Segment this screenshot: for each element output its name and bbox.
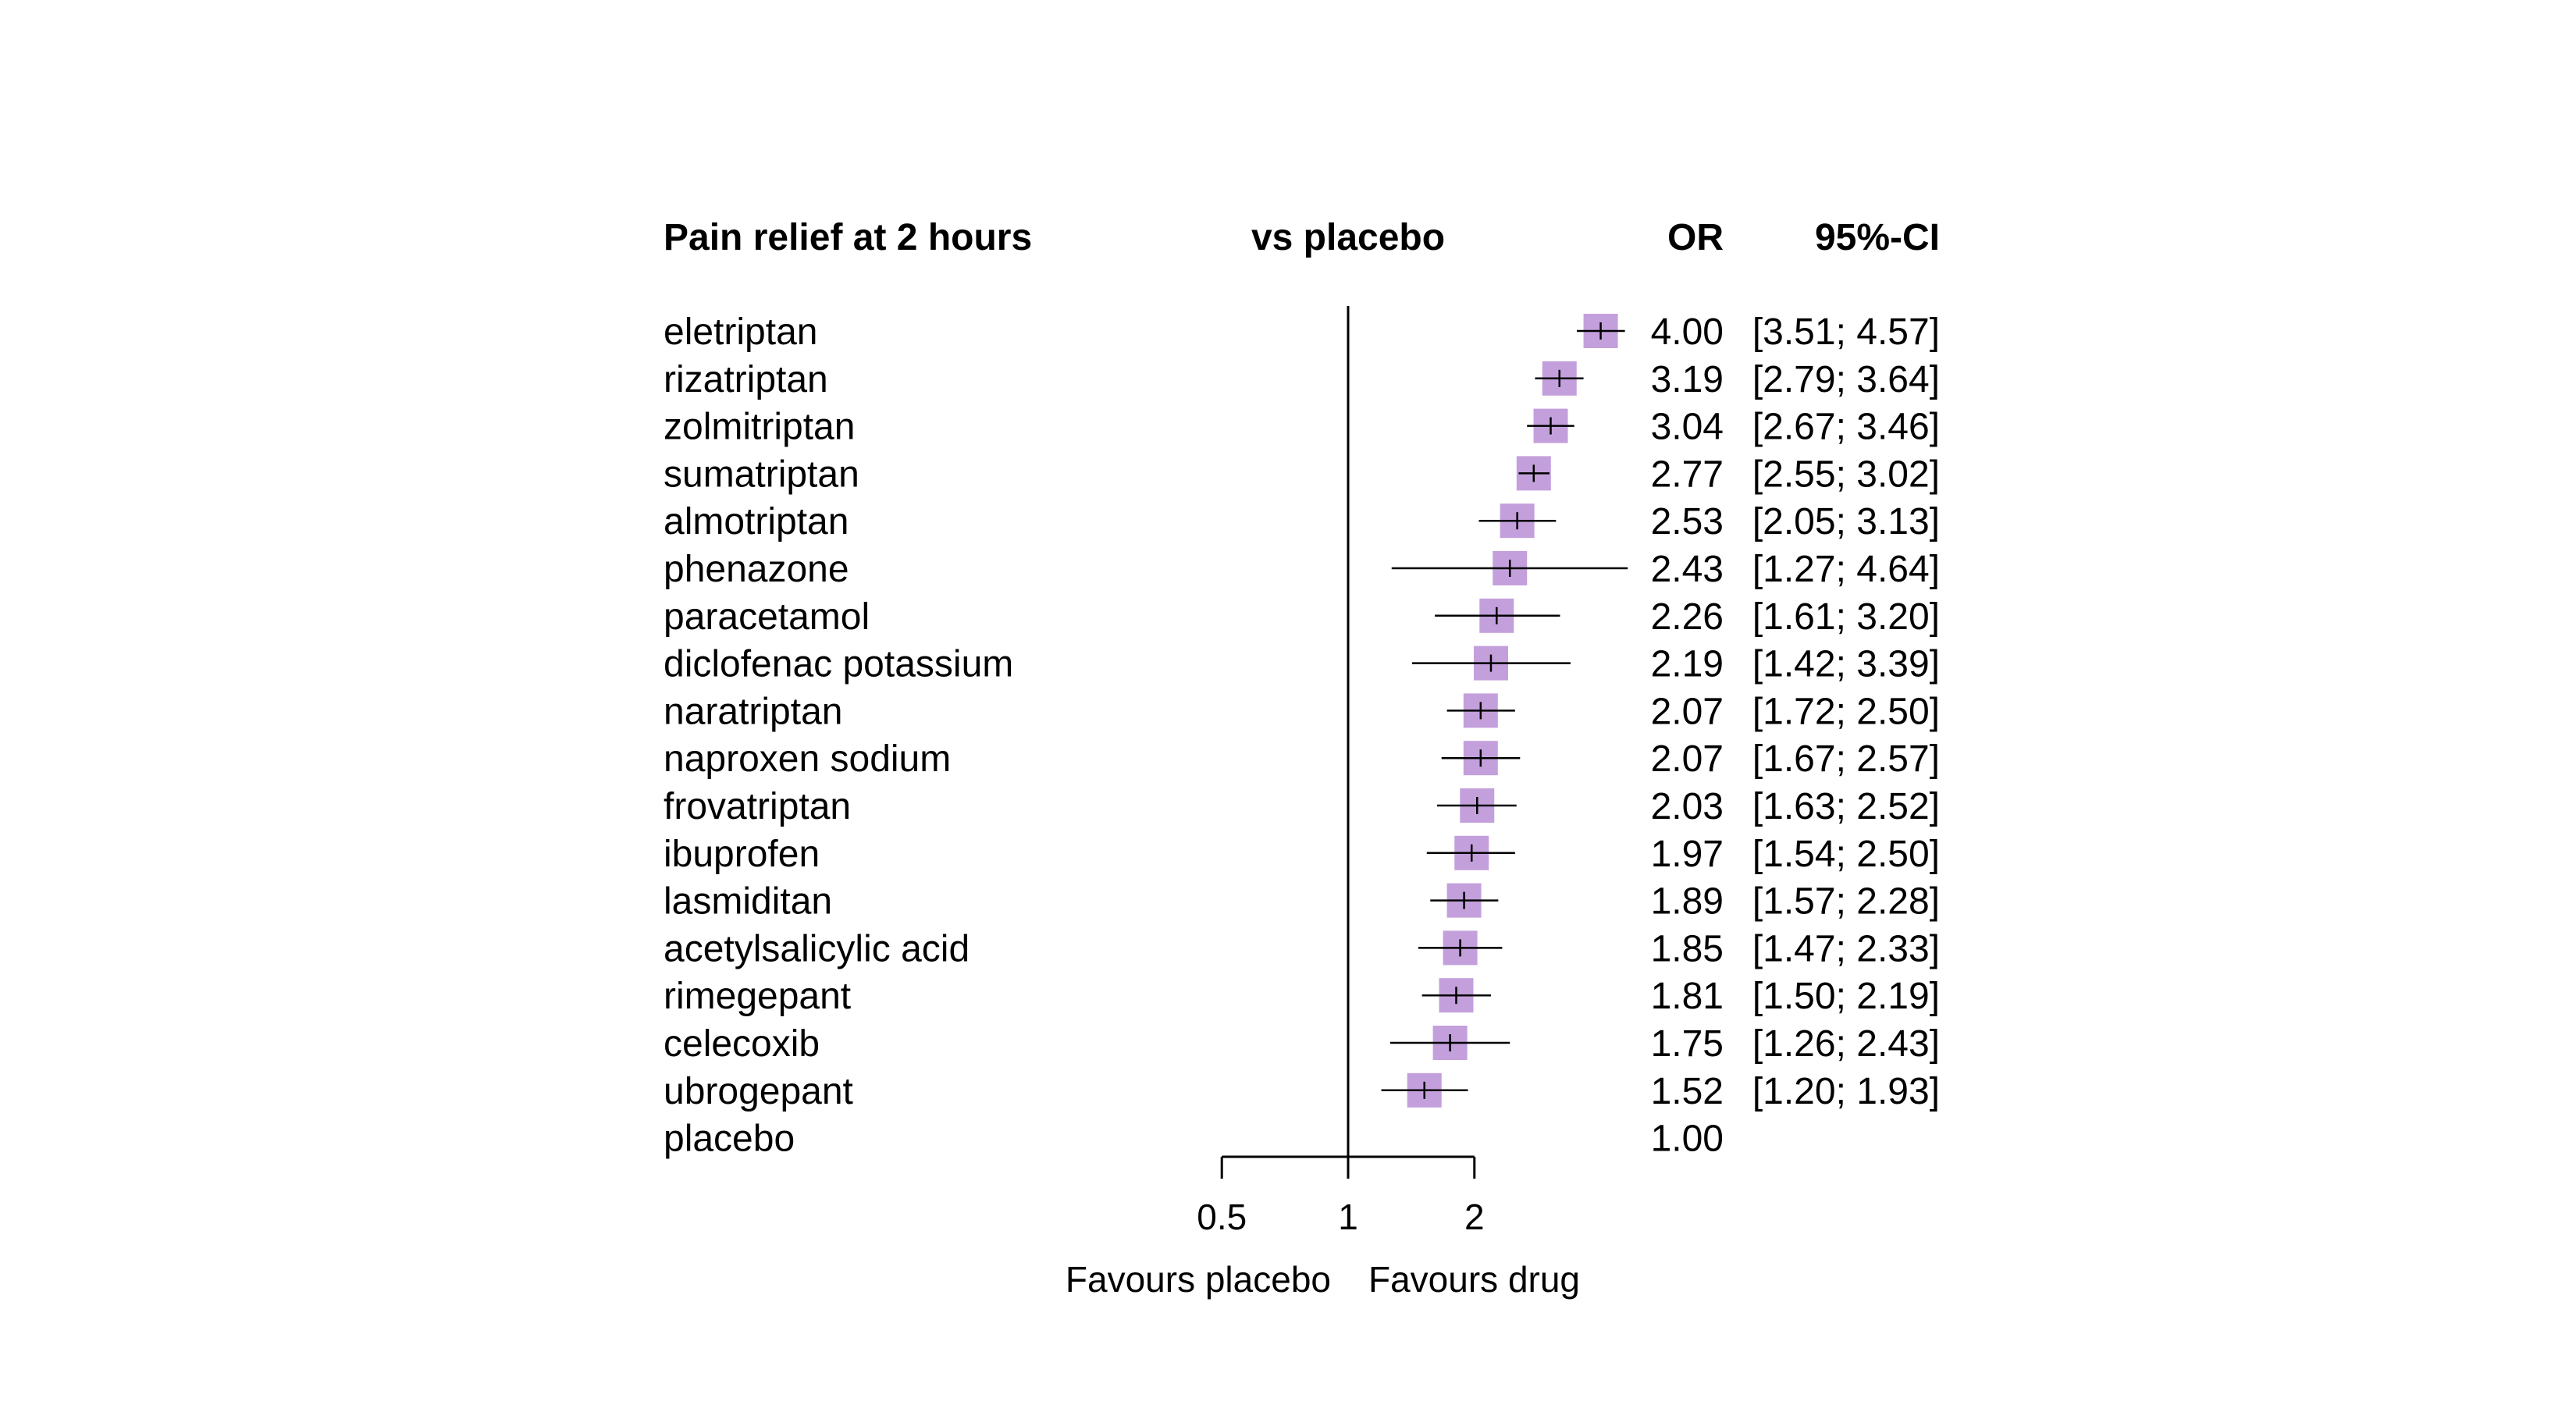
treatment-name: diclofenac potassium bbox=[664, 644, 1013, 685]
ci-value: [1.54; 2.50] bbox=[1752, 834, 1940, 875]
or-value: 1.52 bbox=[1651, 1071, 1724, 1112]
or-value: 2.53 bbox=[1651, 501, 1724, 542]
ci-value: [2.55; 3.02] bbox=[1752, 454, 1940, 495]
treatment-row: eletriptan 4.00 [3.51; 4.57] bbox=[664, 311, 1940, 353]
column-headers: Pain relief at 2 hours vs placebo OR 95%… bbox=[664, 217, 1940, 258]
ci-value: [2.05; 3.13] bbox=[1752, 501, 1940, 542]
treatment-row: placebo 1.00 bbox=[664, 1119, 1724, 1160]
treatment-row: rimegepant 1.81 [1.50; 2.19] bbox=[664, 976, 1940, 1017]
or-value: 4.00 bbox=[1651, 311, 1724, 353]
treatment-name: naratriptan bbox=[664, 691, 842, 732]
treatment-row: frovatriptan 2.03 [1.63; 2.52] bbox=[664, 786, 1940, 827]
treatment-name: placebo bbox=[664, 1119, 795, 1160]
or-value: 2.07 bbox=[1651, 738, 1724, 780]
treatment-name: eletriptan bbox=[664, 311, 817, 353]
treatment-name: celecoxib bbox=[664, 1023, 820, 1065]
ci-value: [1.26; 2.43] bbox=[1752, 1023, 1940, 1065]
or-value: 1.89 bbox=[1651, 881, 1724, 923]
or-value: 1.00 bbox=[1651, 1119, 1724, 1160]
ci-value: [1.57; 2.28] bbox=[1752, 881, 1940, 923]
treatment-name: frovatriptan bbox=[664, 786, 851, 827]
treatment-name: paracetamol bbox=[664, 596, 870, 638]
treatment-row: phenazone 2.43 [1.27; 4.64] bbox=[664, 549, 1940, 590]
or-value: 1.81 bbox=[1651, 976, 1724, 1017]
treatment-row: zolmitriptan 3.04 [2.67; 3.46] bbox=[664, 407, 1940, 448]
ci-value: [1.63; 2.52] bbox=[1752, 786, 1940, 827]
treatment-name: rimegepant bbox=[664, 976, 851, 1017]
treatment-row: celecoxib 1.75 [1.26; 2.43] bbox=[664, 1023, 1940, 1065]
treatment-name: lasmiditan bbox=[664, 881, 832, 923]
or-value: 1.97 bbox=[1651, 834, 1724, 875]
header-outcome: Pain relief at 2 hours bbox=[664, 217, 1032, 258]
ci-value: [1.20; 1.93] bbox=[1752, 1071, 1940, 1112]
treatment-name: phenazone bbox=[664, 549, 849, 590]
treatment-name: sumatriptan bbox=[664, 454, 859, 495]
ci-value: [3.51; 4.57] bbox=[1752, 311, 1940, 353]
ci-value: [1.50; 2.19] bbox=[1752, 976, 1940, 1017]
ci-value: [1.42; 3.39] bbox=[1752, 644, 1940, 685]
treatment-row: lasmiditan 1.89 [1.57; 2.28] bbox=[664, 881, 1940, 923]
or-value: 3.19 bbox=[1651, 359, 1724, 400]
ci-value: [1.67; 2.57] bbox=[1752, 738, 1940, 780]
treatment-name: ibuprofen bbox=[664, 834, 820, 875]
tick-label: 2 bbox=[1464, 1197, 1485, 1237]
or-value: 2.03 bbox=[1651, 786, 1724, 827]
or-value: 2.19 bbox=[1651, 644, 1724, 685]
treatment-row: rizatriptan 3.19 [2.79; 3.64] bbox=[664, 359, 1940, 400]
or-value: 2.43 bbox=[1651, 549, 1724, 590]
treatment-name: acetylsalicylic acid bbox=[664, 928, 970, 969]
tick-label: 1 bbox=[1338, 1197, 1358, 1237]
or-value: 2.77 bbox=[1651, 454, 1724, 495]
treatment-row: naproxen sodium 2.07 [1.67; 2.57] bbox=[664, 738, 1940, 780]
treatment-row: sumatriptan 2.77 [2.55; 3.02] bbox=[664, 454, 1940, 495]
treatment-name: almotriptan bbox=[664, 501, 849, 542]
treatment-name: naproxen sodium bbox=[664, 738, 951, 780]
treatment-row: ubrogepant 1.52 [1.20; 1.93] bbox=[664, 1071, 1940, 1112]
or-value: 2.07 bbox=[1651, 691, 1724, 732]
ci-value: [2.79; 3.64] bbox=[1752, 359, 1940, 400]
favours-drug-label: Favours drug bbox=[1368, 1259, 1580, 1300]
ci-value: [1.72; 2.50] bbox=[1752, 691, 1940, 732]
x-axis: 0.5 1 2 bbox=[1197, 1155, 1485, 1237]
treatment-name: ubrogepant bbox=[664, 1071, 853, 1112]
header-or: OR bbox=[1667, 217, 1724, 258]
or-value: 2.26 bbox=[1651, 596, 1724, 638]
or-value: 3.04 bbox=[1651, 407, 1724, 448]
tick-label: 0.5 bbox=[1197, 1197, 1247, 1237]
treatment-name: zolmitriptan bbox=[664, 407, 855, 448]
header-comparison: vs placebo bbox=[1251, 217, 1445, 258]
favours-placebo-label: Favours placebo bbox=[1066, 1259, 1331, 1300]
or-value: 1.75 bbox=[1651, 1023, 1724, 1065]
ci-value: [1.27; 4.64] bbox=[1752, 549, 1940, 590]
treatment-row: acetylsalicylic acid 1.85 [1.47; 2.33] bbox=[664, 928, 1940, 969]
header-ci: 95%-CI bbox=[1815, 217, 1940, 258]
treatment-row: diclofenac potassium 2.19 [1.42; 3.39] bbox=[664, 644, 1940, 685]
ci-value: [1.61; 3.20] bbox=[1752, 596, 1940, 638]
treatment-row: paracetamol 2.26 [1.61; 3.20] bbox=[664, 596, 1940, 638]
treatment-rows: eletriptan 4.00 [3.51; 4.57] rizatriptan 3.1… bbox=[664, 311, 1940, 1160]
ci-value: [1.47; 2.33] bbox=[1752, 928, 1940, 969]
treatment-row: ibuprofen 1.97 [1.54; 2.50] bbox=[664, 834, 1940, 875]
treatment-row: naratriptan 2.07 [1.72; 2.50] bbox=[664, 691, 1940, 732]
ci-value: [2.67; 3.46] bbox=[1752, 407, 1940, 448]
treatment-row: almotriptan 2.53 [2.05; 3.13] bbox=[664, 501, 1940, 542]
or-value: 1.85 bbox=[1651, 928, 1724, 969]
treatment-name: rizatriptan bbox=[664, 359, 828, 400]
